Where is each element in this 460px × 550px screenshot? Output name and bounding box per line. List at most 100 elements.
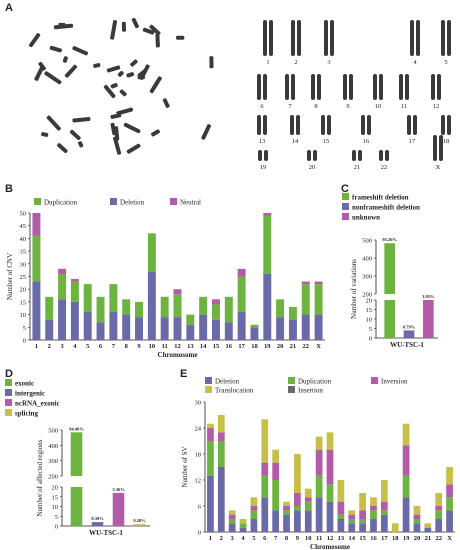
y-tick-label: 20 [52, 485, 59, 492]
y-tick-label: 25 [20, 274, 27, 281]
legend-label: unknown [352, 214, 380, 222]
karyotype-label: X [436, 164, 441, 171]
y-tick-label: 10 [366, 317, 373, 324]
x-tick-label: 7 [112, 343, 116, 350]
karyotype-chromosome [257, 115, 261, 135]
bar-segment [96, 322, 105, 340]
x-tick-label: 8 [125, 343, 129, 350]
metaphase-chromosome [123, 122, 141, 134]
bar-segment [83, 284, 92, 313]
bar-segment [133, 524, 146, 526]
bar-segment [384, 243, 395, 294]
bar-segment [304, 501, 312, 511]
karyotype-label: 1 [266, 59, 269, 66]
x-tick-label: 12 [174, 343, 181, 350]
karyotype-label: 7 [288, 103, 292, 110]
karyotype-chromosome [358, 150, 362, 161]
bar-segment [228, 519, 236, 524]
metaphase-chromosome [121, 21, 127, 32]
bar-segment [315, 475, 323, 498]
bar-segment [283, 501, 290, 506]
bar-segment [96, 296, 105, 323]
x-tick-label: 16 [226, 343, 233, 350]
x-tick-label: X [447, 535, 452, 542]
x-tick-label: 3 [231, 535, 235, 542]
y-tick-label: 5 [369, 326, 372, 333]
bar-segment [283, 510, 290, 515]
bar-segment [413, 523, 421, 532]
x-axis-title: Chromosome [310, 543, 350, 550]
bar-segment [199, 314, 208, 340]
karyotype-chromosome [291, 74, 295, 100]
y-tick-label: 300 [48, 458, 58, 465]
panel-label-e: E [180, 368, 188, 380]
metaphase-chromosome [49, 45, 62, 53]
karyotype-chromosome [407, 115, 411, 135]
bar-segment [212, 299, 220, 305]
x-tick-label: 13 [187, 343, 194, 350]
y-axis-title: Number of CNV [6, 253, 14, 300]
legend-swatch [288, 377, 295, 384]
bar-segment [301, 284, 310, 315]
bar-segment [207, 428, 214, 441]
legend-label: ncRNA_exonic [15, 400, 60, 408]
bar-segment [83, 312, 92, 340]
x-tick-label: 18 [251, 343, 258, 350]
x-tick-label: 6 [263, 535, 267, 542]
bar-segment [315, 449, 323, 476]
karyotype-label: 6 [260, 103, 264, 110]
metaphase-chromosome [126, 143, 141, 154]
karyotype-chromosome [307, 150, 311, 161]
karyotype-chromosome [327, 115, 331, 135]
bar-segment [261, 497, 269, 532]
karyotype-label: 3 [327, 59, 330, 66]
y-tick-label: 24 [195, 426, 202, 433]
karyotype-chromosome [385, 150, 389, 161]
y-tick-label: 20 [20, 287, 27, 294]
karyotype-chromosome [290, 115, 294, 135]
bar-segment [212, 304, 220, 320]
y-axis-title: Number of variations [350, 259, 358, 319]
bar-segment [326, 501, 334, 532]
bar-segment [237, 268, 246, 277]
metaphase-chromosome [38, 61, 46, 71]
x-tick-label: 8 [285, 535, 289, 542]
bar-segment [337, 514, 345, 519]
karyotype-chromosome [437, 74, 441, 100]
bar-segment [263, 273, 272, 340]
karyotype-chromosome [297, 20, 301, 56]
bar-segment [359, 523, 366, 532]
karyotype-label: 4 [413, 59, 417, 66]
bar-segment [91, 522, 104, 526]
x-tick-label: 21 [290, 343, 297, 350]
y-tick-label: 18 [195, 452, 202, 459]
bar-segment [217, 467, 225, 532]
karyotype-chromosome [317, 74, 321, 100]
legend-label: splicing [15, 410, 38, 418]
legend-swatch [5, 399, 12, 406]
karyotype-chromosome [361, 115, 365, 135]
y-tick-label: 15 [366, 307, 373, 314]
karyotype-chromosome [352, 150, 356, 161]
legend-swatch [342, 213, 349, 220]
variation-chart: frameshift deletion nonframeshift deletio… [342, 193, 438, 349]
bar-segment [283, 514, 290, 532]
y-tick-label: 20 [366, 298, 373, 305]
bar-segment [413, 514, 421, 519]
karyotype-chromosome [373, 74, 377, 100]
bar-segment [314, 314, 323, 340]
karyotype-label: 19 [260, 164, 267, 171]
bar-segment [446, 497, 453, 511]
karyotype-chromosome [447, 115, 451, 135]
y-tick-label: 15 [20, 299, 27, 306]
bar-segment [435, 506, 443, 511]
bar-segment [359, 493, 366, 511]
x-tick-label: 5 [86, 343, 90, 350]
metaphase-chromosome [34, 66, 44, 81]
panel-label-c: C [341, 183, 349, 195]
metaphase-chromosome [110, 20, 118, 40]
bar-segment [294, 493, 301, 506]
bar-segment [237, 312, 246, 340]
bar-segment [359, 510, 366, 519]
bar-segment [370, 506, 377, 511]
